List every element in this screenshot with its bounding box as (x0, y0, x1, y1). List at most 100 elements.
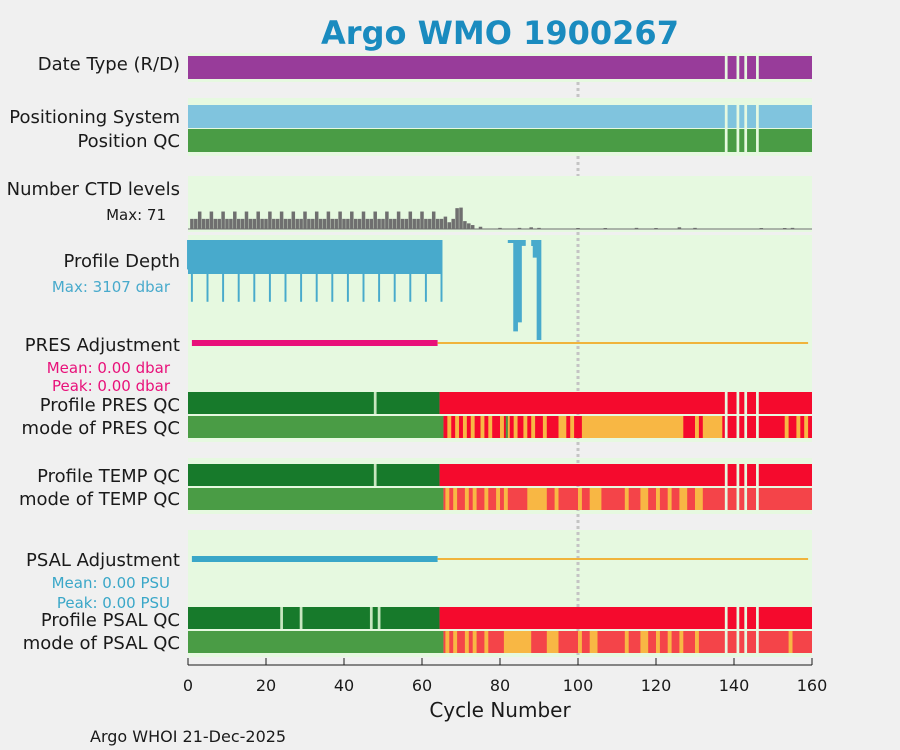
ctd-bar-37 (330, 218, 335, 229)
ctd-bar-21 (268, 211, 272, 229)
position-qc-gap-2 (744, 129, 748, 152)
depth-bar-22 (272, 240, 275, 270)
ctd-bar-2 (194, 218, 198, 229)
ctd-bar-40 (342, 218, 346, 229)
pres-mode-gap-1 (736, 416, 740, 438)
x-tick-label-140: 140 (719, 676, 750, 695)
depth-bar-58 (413, 240, 416, 270)
depth-bar-26 (288, 240, 291, 270)
temp-mode-gap-1 (736, 488, 740, 510)
pres-mode-probable-2 (462, 416, 467, 438)
ctd-bar-48 (373, 211, 377, 229)
label-pres_qc: Profile PRES QC (40, 395, 180, 416)
panel-bg-4 (188, 338, 812, 387)
depth-bar-5 (206, 240, 209, 302)
ctd-bar-23 (275, 218, 280, 229)
label-pres_adj: PRES Adjustment (25, 335, 180, 356)
label-position_qc: Position QC (77, 131, 180, 152)
depth-bar-13 (237, 240, 240, 302)
psal-mode-probable-3 (472, 631, 477, 653)
pres-mode-probable-13 (570, 416, 575, 438)
temp-mode-probable-4 (484, 488, 489, 510)
temp-mode-gap-2 (744, 488, 748, 510)
temp-mode-probable-12 (640, 488, 649, 510)
temp-mode-probable-13 (656, 488, 660, 510)
ctd-bar-58 (412, 218, 416, 229)
depth-bar-39 (339, 240, 342, 270)
ctd-bar-88 (529, 227, 533, 229)
depth-bar-56 (405, 240, 408, 270)
ctd-bar-39 (338, 211, 342, 229)
pres-mode-probable-11 (542, 416, 547, 438)
panel-bg-7 (188, 530, 812, 580)
temp-profile-gap-2 (744, 464, 748, 486)
depth-bar-4 (202, 240, 205, 270)
pres-profile-green (188, 392, 440, 414)
psal-profile-red (439, 607, 812, 629)
label-ctd: Number CTD levels (7, 179, 180, 200)
pres-profile-gap-1 (736, 392, 740, 414)
pres-mode-probable-3 (470, 416, 475, 438)
depth-bar-65 (440, 240, 443, 302)
ctd-bar-10 (225, 218, 229, 229)
ctd-bar-9 (221, 211, 225, 229)
ctd-bar-80 (498, 227, 502, 229)
ctd-bar-107 (603, 228, 608, 229)
label-pres_peak: Peak: 0.00 dbar (52, 377, 171, 395)
depth-cap-b (531, 240, 539, 246)
position-qc-gap-1 (736, 129, 740, 152)
psal-mode-gap-3 (756, 631, 759, 653)
ctd-bar-70 (459, 207, 463, 229)
chart-title: Argo WMO 1900267 (321, 14, 679, 52)
ctd-bar-38 (334, 218, 338, 229)
depth-bar-33 (315, 240, 318, 302)
depth-bar-90 (536, 240, 542, 340)
ctd-bar-25 (283, 218, 288, 229)
ctd-bar-27 (291, 211, 296, 229)
x-tick-label-120: 120 (641, 676, 672, 695)
temp-mode-probable-14 (667, 488, 672, 510)
psal-profile-gap-0 (280, 607, 283, 629)
ctd-bar-1 (190, 218, 194, 229)
pres-profile-gap-3 (756, 392, 759, 414)
ctd-bar-41 (346, 218, 350, 229)
temp-mode-probable-3 (472, 488, 477, 510)
temp-mode-gap-3 (756, 488, 759, 510)
ctd-bar-69 (455, 208, 459, 229)
depth-bar-9 (222, 240, 225, 302)
depth-bar-60 (421, 240, 423, 270)
ctd-bar-62 (428, 218, 432, 229)
pres-mode-probable-7 (507, 416, 510, 438)
pres-mode-probable-12 (558, 416, 567, 438)
label-psal_mode: mode of PSAL QC (23, 633, 180, 654)
depth-bar-89 (532, 240, 538, 258)
pres-mode-good-0 (505, 416, 508, 438)
pres-mode-probable-15 (695, 416, 699, 438)
ctd-bar-61 (424, 218, 428, 229)
ctd-bar-75 (478, 226, 483, 229)
ctd-bar-32 (311, 218, 315, 229)
pres-mode-probable-19 (804, 416, 809, 438)
ctd-bar-7 (213, 218, 218, 229)
ctd-bar-4 (201, 218, 206, 229)
ctd-bar-126 (677, 227, 682, 229)
x-tick-label-40: 40 (334, 676, 354, 695)
psal-mode-probable-5 (503, 631, 532, 653)
pres-mode-probable-0 (447, 416, 452, 438)
label-psal_peak: Peak: 0.00 PSU (57, 594, 170, 612)
ctd-bar-12 (233, 211, 237, 229)
depth-bar-16 (249, 240, 252, 270)
depth-bar-21 (268, 240, 271, 302)
depth-bar-0 (187, 240, 189, 270)
ctd-bar-34 (318, 218, 323, 229)
depth-bar-7 (214, 240, 217, 270)
footer-credit: Argo WHOI 21-Dec-2025 (90, 727, 286, 746)
depth-bar-52 (389, 240, 392, 270)
ctd-bar-29 (299, 218, 303, 229)
ctd-bar-14 (240, 218, 245, 229)
ctd-bar-33 (314, 211, 319, 229)
ctd-bar-47 (369, 218, 374, 229)
depth-bar-32 (311, 240, 314, 270)
positioning-bar (188, 105, 812, 128)
